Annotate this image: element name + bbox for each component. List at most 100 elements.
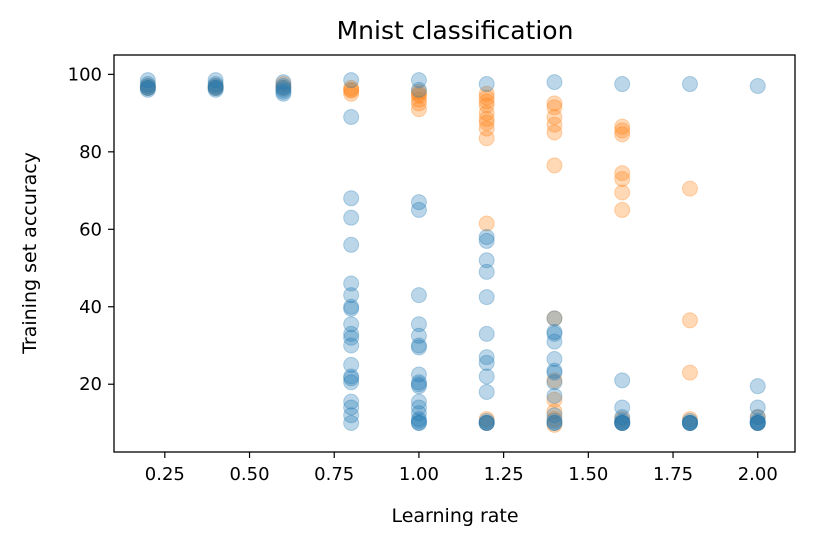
y-tick-label: 60 bbox=[79, 219, 102, 240]
scatter-point-blue bbox=[681, 76, 698, 93]
scatter-point-blue bbox=[343, 287, 360, 304]
scatter-point-orange bbox=[546, 411, 563, 428]
scatter-point-orange bbox=[410, 95, 427, 112]
x-tick-label: 1.00 bbox=[399, 464, 439, 485]
scatter-point-blue bbox=[478, 354, 495, 371]
x-tick-label: 1.25 bbox=[484, 464, 524, 485]
scatter-point-blue bbox=[410, 405, 427, 422]
plot-frame bbox=[113, 54, 796, 453]
scatter-point-blue bbox=[478, 414, 495, 431]
scatter-point-blue bbox=[410, 81, 427, 98]
scatter-point-blue bbox=[614, 413, 631, 430]
scatter-point-blue bbox=[614, 414, 631, 431]
scatter-point-blue bbox=[275, 83, 292, 100]
scatter-point-blue bbox=[207, 76, 224, 93]
scatter-point-blue bbox=[546, 310, 563, 327]
scatter-point-blue bbox=[343, 329, 360, 346]
scatter-point-orange bbox=[207, 79, 224, 96]
scatter-point-orange bbox=[614, 184, 631, 201]
y-tick-label: 100 bbox=[68, 64, 102, 85]
scatter-point-orange bbox=[343, 79, 360, 96]
scatter-point-orange bbox=[546, 372, 563, 389]
scatter-point-blue bbox=[478, 232, 495, 249]
scatter-point-orange bbox=[546, 95, 563, 112]
scatter-point-blue bbox=[410, 374, 427, 391]
scatter-point-orange bbox=[614, 414, 631, 431]
scatter-point-blue bbox=[478, 325, 495, 342]
scatter-point-blue bbox=[139, 72, 156, 89]
x-tick-label: 0.25 bbox=[145, 464, 185, 485]
scatter-point-orange bbox=[139, 77, 156, 94]
scatter-point-blue bbox=[410, 337, 427, 354]
scatter-point-blue bbox=[207, 77, 224, 94]
scatter-point-blue bbox=[681, 413, 698, 430]
scatter-point-blue bbox=[410, 339, 427, 356]
scatter-point-blue bbox=[614, 409, 631, 426]
scatter-point-blue bbox=[343, 275, 360, 292]
scatter-point-blue bbox=[546, 413, 563, 430]
scatter-point-blue bbox=[546, 74, 563, 91]
scatter-point-blue bbox=[207, 72, 224, 89]
scatter-point-blue bbox=[410, 194, 427, 211]
scatter-point-blue bbox=[343, 209, 360, 226]
scatter-point-blue bbox=[681, 414, 698, 431]
scatter-point-blue bbox=[139, 79, 156, 96]
scatter-point-orange bbox=[410, 91, 427, 108]
scatter-point-blue bbox=[614, 414, 631, 431]
scatter-point-blue bbox=[546, 333, 563, 350]
scatter-point-blue bbox=[207, 81, 224, 98]
scatter-point-blue bbox=[343, 368, 360, 385]
scatter-point-orange bbox=[478, 110, 495, 127]
scatter-point-blue bbox=[343, 356, 360, 373]
scatter-point-blue bbox=[410, 413, 427, 430]
y-tick-label: 20 bbox=[79, 374, 102, 395]
x-tick-label: 2.00 bbox=[738, 464, 778, 485]
scatter-point-blue bbox=[478, 349, 495, 366]
scatter-point-blue bbox=[207, 79, 224, 96]
scatter-point-orange bbox=[343, 81, 360, 98]
scatter-point-blue bbox=[478, 414, 495, 431]
scatter-point-orange bbox=[749, 409, 766, 426]
scatter-point-blue bbox=[410, 414, 427, 431]
scatter-point-blue bbox=[546, 414, 563, 431]
scatter-point-orange bbox=[546, 157, 563, 174]
scatter-point-blue bbox=[478, 252, 495, 269]
scatter-point-orange bbox=[410, 87, 427, 104]
scatter-point-blue bbox=[275, 77, 292, 94]
scatter-point-orange bbox=[546, 108, 563, 125]
scatter-point-blue bbox=[749, 414, 766, 431]
scatter-point-blue bbox=[749, 399, 766, 416]
scatter-point-blue bbox=[749, 378, 766, 395]
scatter-point-orange bbox=[478, 120, 495, 137]
scatter-point-blue bbox=[343, 399, 360, 416]
scatter-point-orange bbox=[614, 118, 631, 135]
scatter-point-blue bbox=[478, 368, 495, 385]
scatter-point-blue bbox=[410, 287, 427, 304]
scatter-point-orange bbox=[614, 170, 631, 187]
scatter-point-blue bbox=[478, 414, 495, 431]
scatter-point-blue bbox=[410, 393, 427, 410]
scatter-point-orange bbox=[681, 414, 698, 431]
scatter-point-blue bbox=[343, 300, 360, 317]
scatter-point-orange bbox=[478, 411, 495, 428]
scatter-point-blue bbox=[410, 316, 427, 333]
scatter-point-blue bbox=[343, 393, 360, 410]
scatter-point-blue bbox=[546, 325, 563, 342]
scatter-point-blue bbox=[410, 378, 427, 395]
scatter-point-blue bbox=[139, 79, 156, 96]
scatter-point-orange bbox=[478, 414, 495, 431]
scatter-point-orange bbox=[546, 310, 563, 327]
scatter-point-blue bbox=[478, 229, 495, 246]
scatter-point-orange bbox=[546, 99, 563, 116]
scatter-point-orange bbox=[478, 114, 495, 131]
scatter-point-orange bbox=[478, 85, 495, 102]
scatter-point-orange bbox=[681, 411, 698, 428]
scatter-point-orange bbox=[681, 312, 698, 329]
scatter-point-blue bbox=[343, 374, 360, 391]
scatter-point-blue bbox=[478, 76, 495, 93]
scatter-point-blue bbox=[749, 414, 766, 431]
scatter-point-orange bbox=[478, 130, 495, 147]
scatter-point-orange bbox=[614, 126, 631, 143]
scatter-point-blue bbox=[478, 263, 495, 280]
y-axis-label: Training set accuracy bbox=[19, 152, 41, 355]
